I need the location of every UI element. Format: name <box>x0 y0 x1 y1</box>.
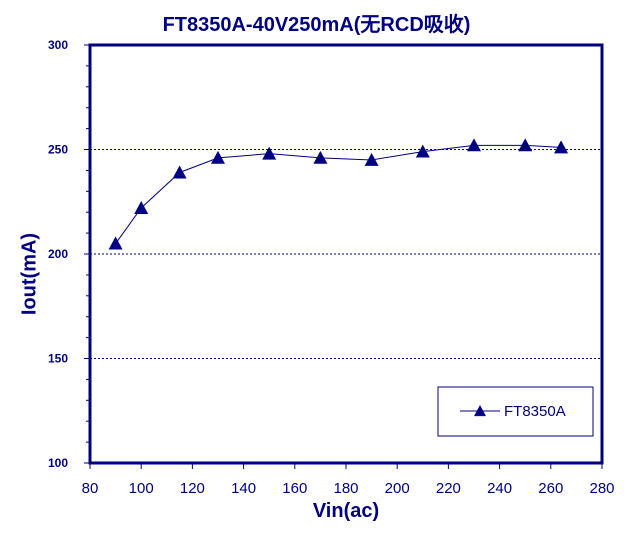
x-tick-label: 100 <box>129 480 154 497</box>
x-axis-label: Vin(ac) <box>312 500 380 522</box>
data-point-marker <box>467 138 481 152</box>
y-tick-label: 300 <box>48 38 68 52</box>
x-tick-label: 200 <box>385 480 410 497</box>
x-tick-label: 180 <box>333 480 358 497</box>
legend-marker <box>474 405 486 417</box>
y-tick-label: 200 <box>48 247 68 261</box>
data-point-marker <box>313 150 328 164</box>
x-tick-label: 140 <box>231 480 256 497</box>
x-tick-label: 260 <box>538 480 563 497</box>
data-point-marker <box>415 144 430 158</box>
x-tick-label: 240 <box>487 480 512 497</box>
y-tick-label: 250 <box>48 143 68 157</box>
y-tick-label: 150 <box>48 352 68 366</box>
data-point-marker <box>108 236 123 250</box>
data-point-marker <box>172 165 187 179</box>
gridlines <box>90 149 602 359</box>
chart-title: FT8350A-40V250mA(无RCD吸收) <box>162 14 471 36</box>
series-group <box>108 138 569 250</box>
data-point-marker <box>262 146 277 160</box>
x-tick-label: 120 <box>180 480 205 497</box>
x-tick-label: 280 <box>589 480 614 497</box>
data-point-marker <box>364 152 379 166</box>
data-point-marker <box>518 138 533 152</box>
data-point-marker <box>211 150 225 164</box>
y-axis-ticks: 100 150 200 250 300 <box>48 38 90 470</box>
data-point-marker <box>134 201 149 214</box>
x-axis-ticks: 80 100 120 140 160 180 200 220 240 260 280 <box>82 463 615 497</box>
y-tick-label: 100 <box>48 456 68 470</box>
x-tick-label: 220 <box>436 480 461 497</box>
legend: FT8350A <box>437 386 594 437</box>
series-line <box>115 144 562 244</box>
x-tick-label: 160 <box>282 480 307 497</box>
x-tick-label: 80 <box>82 480 99 497</box>
legend-label: FT8350A <box>504 403 566 420</box>
data-point-marker <box>554 140 569 154</box>
